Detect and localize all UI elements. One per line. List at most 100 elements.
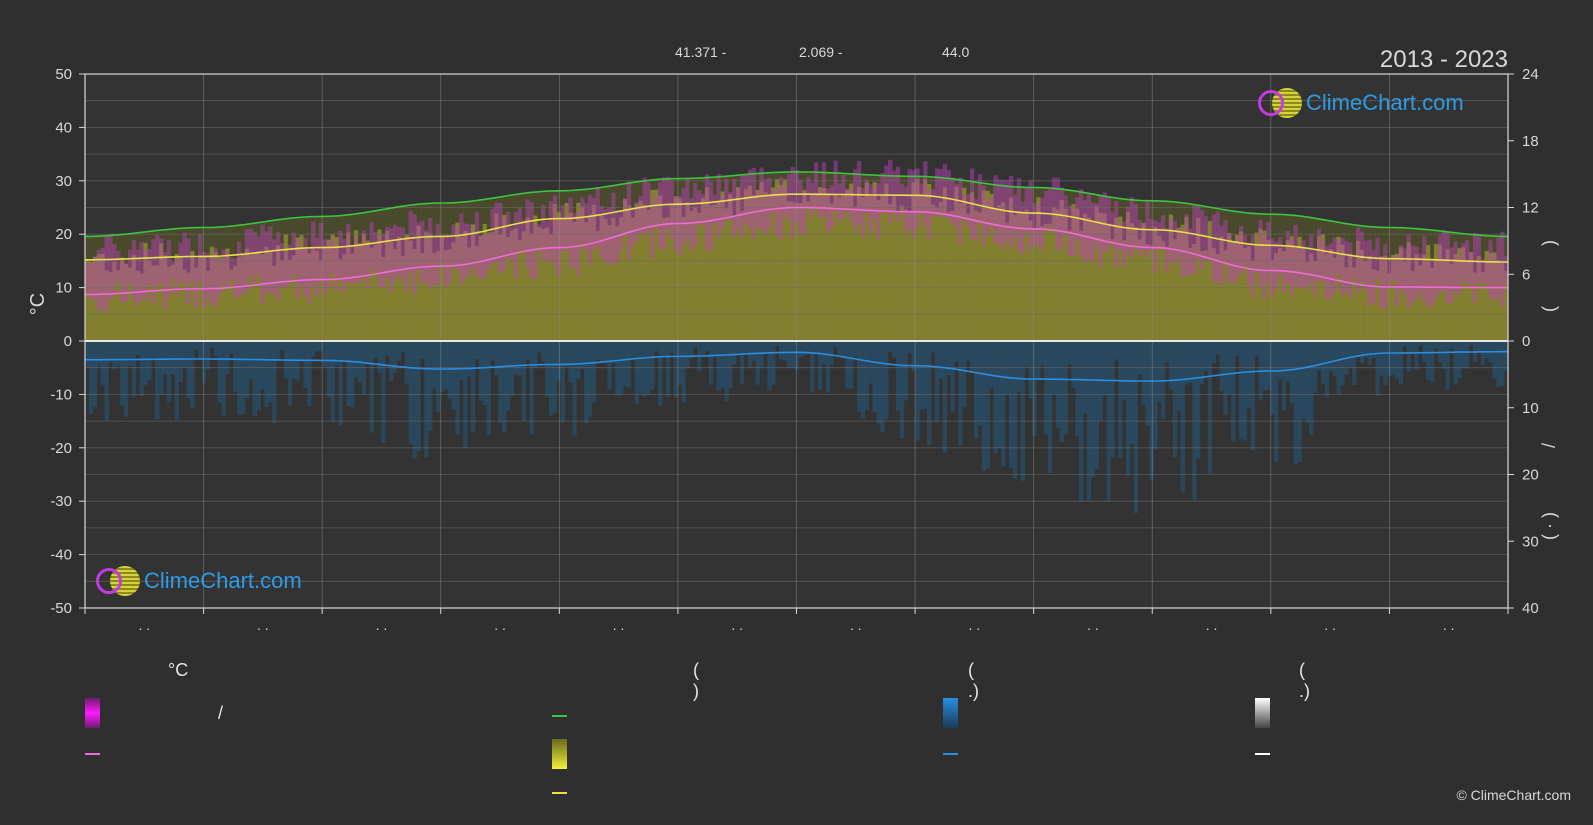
sunshine-bar — [447, 249, 452, 341]
sunshine-bar — [1114, 217, 1119, 341]
y-left-tick-label: 40 — [55, 119, 72, 136]
precip-bar — [806, 341, 811, 354]
temp-range-bar — [1433, 259, 1439, 299]
sunshine-bar — [1153, 226, 1158, 341]
temp-range-bar — [268, 226, 273, 292]
temp-range-bar — [1250, 234, 1255, 296]
sunshine-bar — [1441, 260, 1447, 341]
precip-bar — [853, 341, 858, 357]
y-left-tick-label: -10 — [50, 386, 72, 403]
sunshine-bar — [677, 198, 682, 341]
temp-range-bar — [1211, 214, 1217, 283]
temp-range-bar — [907, 169, 912, 229]
sunshine-bar — [1270, 259, 1275, 341]
sunshine-bar — [1047, 223, 1053, 341]
temp-range-bar — [322, 239, 328, 295]
sunshine-bar — [1262, 230, 1267, 341]
precip-bar — [973, 341, 979, 439]
sunshine-bar — [260, 254, 265, 341]
precip-bar — [856, 341, 862, 413]
sunshine-bar — [685, 202, 690, 341]
sunshine-bar — [958, 203, 963, 341]
temp-range-bar — [677, 195, 682, 256]
precip-bar — [1254, 341, 1259, 356]
temp-range-bar — [564, 216, 569, 249]
sunshine-bar — [938, 201, 944, 341]
temp-range-bar — [303, 237, 308, 296]
sunshine-bar — [1242, 247, 1248, 341]
temp-range-bar — [665, 176, 671, 230]
temp-range-bar — [1277, 237, 1283, 276]
sunshine-bar — [654, 189, 659, 341]
sunshine-bar — [1375, 270, 1380, 341]
temp-range-bar — [123, 262, 129, 302]
precip-bar — [677, 341, 682, 386]
temp-range-bar — [1118, 223, 1123, 250]
sunshine-bar — [1352, 267, 1357, 341]
temp-range-bar — [486, 233, 491, 271]
sunshine-bar — [545, 227, 550, 341]
sunshine-bar — [502, 214, 507, 341]
logo-top[interactable]: ClimeChart.com — [1258, 88, 1464, 118]
temp-range-bar — [962, 194, 967, 220]
sunshine-bar — [1024, 209, 1029, 341]
temp-range-bar — [474, 212, 480, 276]
sunshine-bar — [1172, 239, 1178, 341]
precip-bar — [1410, 341, 1415, 353]
sunshine-bar — [739, 210, 745, 341]
temp-range-bar — [1328, 243, 1333, 300]
precip-bar — [915, 341, 920, 441]
logo-bottom[interactable]: ClimeChart.com — [96, 566, 302, 596]
precip-bar — [408, 341, 413, 445]
sunshine-bar — [814, 194, 819, 341]
temp-range-bar — [638, 196, 643, 233]
temp-range-bar — [661, 177, 667, 250]
temp-range-bar — [529, 201, 534, 279]
temp-range-bar — [1231, 242, 1236, 284]
sunshine-bar — [1469, 252, 1474, 341]
temp-range-bar — [1106, 197, 1111, 250]
sunshine-bar — [350, 253, 355, 341]
sunshine-bar — [1020, 213, 1025, 341]
temp-range-bar — [989, 198, 994, 227]
precip-bar — [178, 341, 183, 383]
precip-bar — [1352, 341, 1357, 386]
copyright[interactable]: © ClimeChart.com — [1456, 787, 1571, 803]
sunshine-bar — [357, 243, 363, 341]
precip-bar — [272, 341, 277, 424]
precip-bar — [958, 341, 963, 446]
precip-bar — [911, 341, 916, 372]
temp-range-bar — [872, 187, 877, 221]
temp-range-bar — [338, 230, 343, 280]
sunshine-bar — [1219, 236, 1224, 341]
temp-range-bar — [404, 238, 409, 293]
precip-bar — [517, 341, 523, 376]
precip-bar — [482, 341, 487, 405]
temp-range-bar — [1461, 243, 1466, 282]
temp-range-bar — [560, 204, 565, 253]
sunshine-bar — [782, 179, 788, 341]
temp-range-bar — [346, 223, 351, 283]
sunshine-bar — [1488, 253, 1493, 341]
temp-range-bar — [104, 235, 109, 313]
sunshine-bar — [1176, 227, 1181, 341]
sunshine-bar — [1215, 254, 1220, 341]
precip-bar — [420, 341, 425, 359]
period-label: 2013 - 2023 — [1380, 46, 1508, 73]
precip-bar — [1274, 341, 1279, 462]
temp-range-bar — [1426, 259, 1431, 307]
precip-bar — [1383, 341, 1388, 386]
precip-bar — [1059, 341, 1064, 443]
precip-bar — [572, 341, 577, 436]
sunshine-bar — [634, 203, 640, 341]
sunshine-bar — [307, 253, 312, 341]
precip-bar — [1161, 341, 1166, 419]
sunshine-bar — [669, 205, 675, 341]
sunshine-bar — [615, 226, 620, 341]
temp-range-bar — [985, 201, 990, 236]
precip-bar — [814, 341, 819, 352]
precip-bar — [162, 341, 168, 375]
temp-range-bar — [1480, 259, 1486, 284]
sunshine-bar — [1207, 221, 1213, 341]
temp-range-bar — [264, 231, 269, 294]
